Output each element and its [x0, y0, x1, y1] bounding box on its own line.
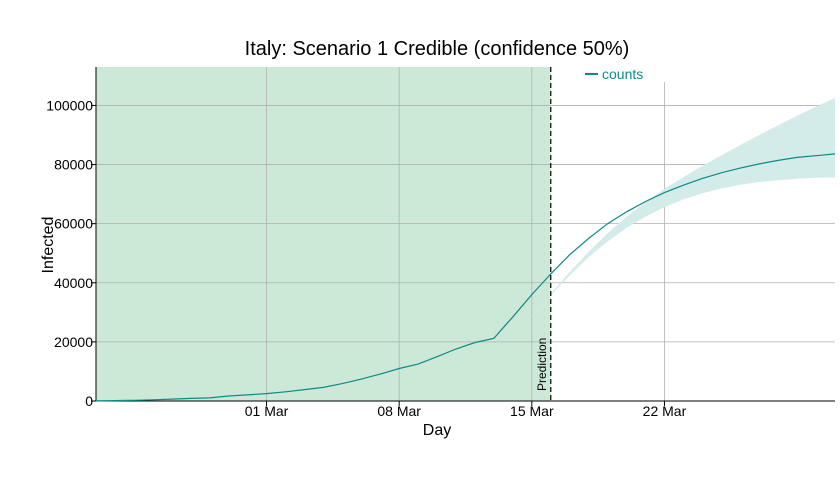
legend: counts	[585, 66, 643, 82]
y-tick-label: 80000	[54, 157, 93, 173]
x-tick-label: 01 Mar	[245, 403, 289, 419]
x-tick-label: 08 Mar	[377, 403, 421, 419]
y-tick-label: 0	[85, 393, 93, 409]
y-tick-label: 60000	[54, 216, 93, 232]
y-tick-label: 100000	[46, 97, 93, 113]
plot-area: Prediction 0 20000 40000 60000 80000 100000 01 …	[46, 67, 836, 419]
y-tick-label: 20000	[54, 334, 93, 350]
y-tick-label: 40000	[54, 275, 93, 291]
legend-label: counts	[602, 66, 643, 82]
y-axis-label: Infected	[40, 217, 57, 274]
x-tick-label: 15 Mar	[510, 403, 554, 419]
chart-title: Italy: Scenario 1 Credible (confidence 5…	[245, 38, 630, 60]
x-axis-label: Day	[423, 422, 451, 439]
x-tick-label: 22 Mar	[643, 403, 687, 419]
series-line-counts	[95, 153, 836, 402]
prediction-label: Prediction	[535, 338, 549, 391]
confidence-band	[531, 97, 835, 318]
observed-region	[96, 67, 551, 401]
